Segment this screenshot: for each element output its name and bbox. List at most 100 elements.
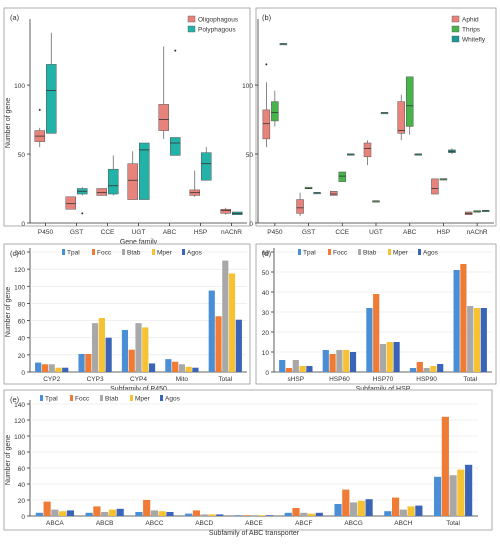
bar-mper xyxy=(386,342,393,372)
bar-btab xyxy=(48,364,55,372)
bar-mper xyxy=(407,506,415,516)
bar-tpal xyxy=(334,504,342,516)
box-polyphagous xyxy=(139,142,150,200)
legend-label: Thrips xyxy=(462,27,481,34)
panel-label: (b) xyxy=(262,13,272,22)
box-aphid xyxy=(330,191,338,196)
legend-label: Mper xyxy=(157,250,173,257)
bar-focc xyxy=(373,294,380,372)
box-aphid xyxy=(363,142,372,158)
bar-focc xyxy=(441,416,449,516)
bar-focc xyxy=(285,368,293,372)
bar-tpal xyxy=(384,511,392,516)
legend-swatch xyxy=(451,15,460,23)
box-polyphagous xyxy=(201,152,212,181)
bar-mper xyxy=(98,318,105,372)
bar-tpal xyxy=(85,512,93,516)
legend-swatch xyxy=(298,249,301,255)
legend-swatch xyxy=(328,249,331,255)
y-tick-label: 60 xyxy=(262,250,270,257)
bar-tpal xyxy=(121,330,129,372)
x-tick-label: ABC xyxy=(163,229,177,236)
y-tick-label: 10 xyxy=(262,350,270,357)
x-tick-label: ABCG xyxy=(344,520,362,527)
legend-label: Whitefly xyxy=(462,37,486,44)
x-tick-label: Total xyxy=(463,376,477,383)
box-oligophagous xyxy=(96,188,107,196)
bar-btab xyxy=(467,306,474,372)
box-aphid xyxy=(397,101,405,134)
panel-label: (a) xyxy=(10,13,20,22)
bar-btab xyxy=(92,323,99,372)
bar-agos xyxy=(465,464,473,516)
legend-swatch xyxy=(182,249,185,255)
bar-agos xyxy=(315,512,323,516)
y-tick-label: 40 xyxy=(18,336,26,343)
bar-tpal xyxy=(279,360,286,372)
box-outlier xyxy=(81,212,84,215)
box-aphid xyxy=(296,199,304,214)
y-tick-label: 60 xyxy=(18,319,26,326)
bar-tpal xyxy=(234,515,243,516)
y-tick-label: 0 xyxy=(21,514,25,521)
panel-label: (e) xyxy=(10,395,20,404)
legend-swatch xyxy=(40,395,43,401)
box-oligophagous xyxy=(220,208,231,214)
bar-agos xyxy=(349,352,357,372)
bar-agos xyxy=(105,337,112,372)
bar-agos xyxy=(66,510,75,516)
x-tick-label: ABCA xyxy=(46,520,64,527)
y-tick-label: 40 xyxy=(262,290,270,297)
box-thrips xyxy=(338,171,347,182)
x-tick-label: UGT xyxy=(369,229,383,236)
bar-agos xyxy=(192,367,199,372)
legend-swatch xyxy=(418,249,421,255)
x-tick-label: CYP4 xyxy=(130,376,147,383)
bar-mper xyxy=(343,350,350,372)
bar-tpal xyxy=(433,476,442,516)
bar-btab xyxy=(300,512,308,516)
x-axis-title: Subfamily of P450 xyxy=(110,386,167,393)
bar-mper xyxy=(430,366,437,372)
bar-tpal xyxy=(185,513,193,516)
bar-mper xyxy=(108,509,117,516)
bar-btab xyxy=(349,502,358,516)
bar-tpal xyxy=(135,512,143,516)
bar-focc xyxy=(128,349,135,372)
bar-focc xyxy=(292,508,300,516)
x-tick-label: nAChR xyxy=(221,229,242,236)
box-polyphagous xyxy=(170,137,181,156)
x-tick-label: ABCE xyxy=(245,520,263,527)
box-oligophagous xyxy=(65,196,76,210)
x-tick-label: HSP70 xyxy=(373,376,394,383)
bar-agos xyxy=(365,499,373,516)
bar-agos xyxy=(265,515,274,516)
bar-btab xyxy=(200,514,208,516)
bar-tpal xyxy=(409,368,417,372)
box-outlier xyxy=(265,63,268,66)
box-polyphagous xyxy=(108,168,119,195)
bar-focc xyxy=(192,510,201,516)
y-tick-label: 60 xyxy=(18,466,26,473)
box-aphid xyxy=(431,178,439,195)
bar-focc xyxy=(242,515,250,516)
y-tick-label: 20 xyxy=(18,353,26,360)
bar-mper xyxy=(228,273,236,372)
bar-mper xyxy=(55,367,62,372)
legend-swatch xyxy=(152,249,155,255)
box-thrips xyxy=(405,76,414,127)
bar-agos xyxy=(393,342,400,372)
x-tick-label: UGT xyxy=(132,229,146,236)
bar-tpal xyxy=(35,512,43,516)
legend-swatch xyxy=(388,249,391,255)
legend-label: Focc xyxy=(75,396,90,403)
legend-label: Mper xyxy=(393,250,409,257)
bar-tpal xyxy=(78,354,85,372)
bar-tpal xyxy=(453,270,460,372)
legend-label: Btab xyxy=(127,250,141,257)
legend-swatch xyxy=(451,35,460,43)
legend-label: Focc xyxy=(333,250,348,257)
bar-btab xyxy=(135,323,142,372)
bar-focc xyxy=(93,506,101,516)
bar-tpal xyxy=(366,308,373,372)
